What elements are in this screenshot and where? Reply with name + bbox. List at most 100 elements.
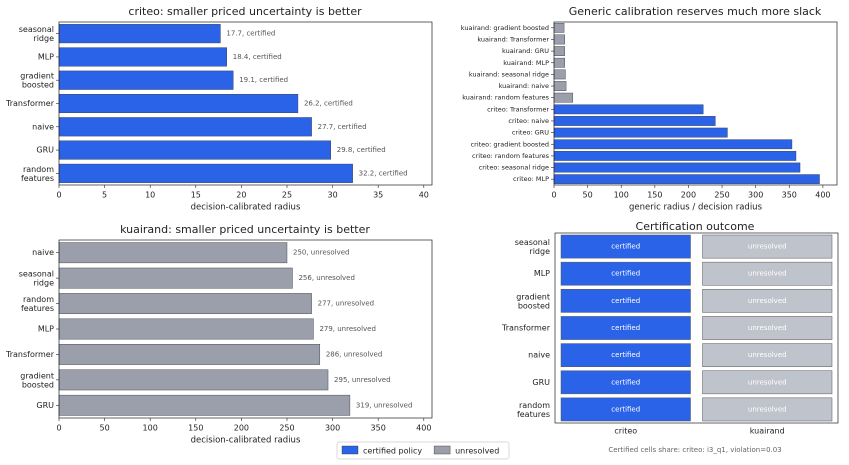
bar — [58, 394, 351, 416]
bar — [58, 267, 293, 289]
value-label: 19.1, certified — [239, 76, 288, 84]
x-tick-label: 15 — [191, 191, 201, 200]
bar — [553, 46, 565, 56]
x-tick-label: 100 — [614, 191, 629, 200]
x-tick-label: 300 — [748, 191, 763, 200]
heatmap-cell — [702, 289, 833, 313]
chart-title: Certification outcome — [636, 220, 755, 233]
x-tick-label: 50 — [583, 191, 593, 200]
chart-title: criteo: smaller priced uncertainty is be… — [128, 5, 362, 18]
plot-frame — [553, 21, 838, 186]
category-label: kuairand: gradient boosted — [461, 24, 549, 32]
x-tick-label: 150 — [188, 424, 203, 433]
bar — [58, 242, 288, 264]
row-label: Transformer — [501, 324, 551, 333]
bar — [58, 293, 312, 314]
x-tick-label: 25 — [282, 191, 292, 200]
bar — [553, 81, 567, 91]
bar — [553, 151, 797, 161]
x-tick-label: 10 — [145, 191, 155, 200]
bar — [58, 47, 228, 67]
x-tick-label: 300 — [325, 424, 340, 433]
x-tick-label: 350 — [371, 424, 386, 433]
x-tick-label: 150 — [647, 191, 662, 200]
heatmap-frame — [554, 232, 839, 424]
category-label: kuairand: MLP — [503, 59, 549, 67]
bar — [58, 70, 234, 90]
category-label: criteo: MLP — [513, 175, 549, 183]
cell-text: unresolved — [748, 324, 787, 332]
category-label: MLP — [38, 52, 54, 61]
bar — [553, 69, 566, 80]
row-label: gradient boosted — [516, 292, 550, 310]
bar — [553, 57, 565, 68]
cell-text: unresolved — [748, 405, 787, 413]
value-label: 32.2, certified — [359, 169, 408, 177]
legend-frame — [336, 441, 510, 460]
bar — [553, 162, 801, 173]
x-tick-label: 350 — [782, 191, 797, 200]
category-label: seasonal ridge — [19, 25, 54, 43]
category-label: GRU — [36, 146, 54, 155]
bar — [553, 92, 574, 103]
x-tick-label: 50 — [100, 424, 110, 433]
bar — [58, 140, 331, 160]
cell-text: unresolved — [748, 270, 787, 278]
x-tick-label: 20 — [236, 191, 246, 200]
category-label: naive — [32, 122, 54, 131]
x-tick-label: 40 — [419, 191, 429, 200]
heatmap-cell — [702, 343, 833, 367]
bar — [58, 93, 299, 114]
cell-text: certified — [611, 243, 640, 251]
category-label: criteo: GRU — [512, 129, 549, 137]
plot-frame — [58, 21, 433, 186]
category-label: criteo: naive — [508, 117, 549, 125]
column-label: criteo — [614, 427, 637, 436]
row-label: seasonal ridge — [515, 238, 550, 256]
value-label: 256, unresolved — [298, 274, 354, 282]
bar — [553, 34, 565, 45]
x-tick-label: 0 — [56, 424, 61, 433]
heatmap-cell — [702, 316, 833, 340]
value-label: 17.7, certified — [226, 30, 275, 38]
legend-label: certified policy — [363, 447, 422, 456]
bar — [58, 318, 314, 340]
category-label: GRU — [36, 401, 54, 410]
heatmap-cell — [560, 289, 691, 313]
x-tick-label: 400 — [416, 424, 431, 433]
x-tick-label: 0 — [56, 191, 61, 200]
x-tick-label: 250 — [714, 191, 729, 200]
value-label: 279, unresolved — [319, 325, 375, 333]
cell-text: certified — [611, 405, 640, 413]
category-label: kuairand: naive — [499, 82, 549, 90]
plot-frame — [58, 239, 433, 419]
bar — [553, 116, 716, 126]
x-axis-label: decision-calibrated radius — [191, 436, 301, 446]
heatmap-cell — [702, 370, 833, 395]
x-tick-label: 30 — [328, 191, 338, 200]
value-label: 27.7, certified — [318, 123, 367, 131]
heatmap-cell — [560, 234, 691, 259]
category-label: criteo: gradient boosted — [471, 140, 549, 148]
category-label: Transformer — [5, 350, 55, 359]
chart-title: kuairand: smaller priced uncertainty is … — [120, 223, 370, 236]
heatmap-cell — [560, 397, 691, 422]
legend-swatch — [341, 445, 359, 455]
row-label: random features — [517, 400, 550, 418]
heatmap-cell — [702, 397, 833, 422]
value-label: 295, unresolved — [334, 376, 390, 384]
heatmap-cell — [702, 234, 833, 259]
category-label: Transformer — [5, 99, 55, 108]
cell-text: certified — [611, 324, 640, 332]
bar — [553, 139, 793, 150]
heatmap-cell — [560, 261, 691, 286]
cell-text: unresolved — [748, 243, 787, 251]
cell-text: unresolved — [748, 297, 787, 305]
x-tick-label: 0 — [551, 191, 556, 200]
x-axis-label: generic radius / decision radius — [629, 203, 763, 213]
row-label: MLP — [534, 269, 550, 278]
category-label: criteo: random features — [472, 152, 550, 160]
heatmap-cell — [560, 370, 691, 395]
row-label: GRU — [532, 378, 550, 387]
